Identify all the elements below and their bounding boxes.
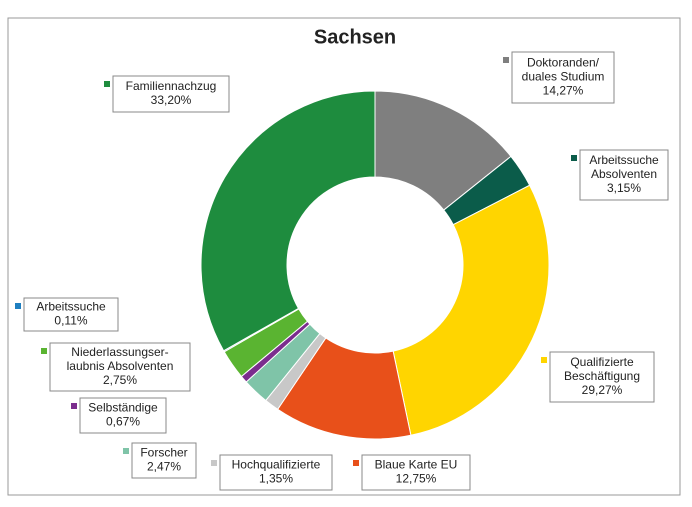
- chart-title: Sachsen: [314, 26, 396, 48]
- label-box: [49, 342, 191, 392]
- legend-marker: [571, 155, 577, 161]
- value-label: 0,11%: [54, 314, 87, 328]
- label-box: [361, 454, 471, 491]
- label-box: [131, 442, 197, 479]
- legend-marker: [71, 403, 77, 409]
- donut-segment: [392, 184, 550, 436]
- category-label: Forscher: [140, 446, 187, 460]
- category-label: Selbständige: [88, 401, 158, 415]
- legend-marker: [541, 357, 547, 363]
- category-label: Hochqualifizierte: [232, 458, 321, 472]
- legend-marker: [41, 348, 47, 354]
- label-box: [23, 297, 119, 332]
- category-label: Doktoranden/duales Studium: [522, 56, 605, 84]
- legend-marker: [104, 81, 110, 87]
- category-label: Arbeitssuche Absolventen: [589, 153, 659, 181]
- legend-marker: [123, 448, 129, 454]
- category-label: Arbeitssuche: [36, 300, 106, 314]
- label-box: [549, 351, 655, 403]
- value-label: 29,27%: [582, 383, 623, 397]
- label-box: [112, 75, 230, 113]
- value-label: 0,67%: [106, 415, 140, 429]
- value-label: 12,75%: [396, 472, 437, 486]
- label-box: [579, 149, 669, 201]
- value-label: 3,15%: [607, 181, 641, 195]
- category-label: Blaue Karte EU: [375, 458, 458, 472]
- value-label: 2,47%: [147, 460, 181, 474]
- legend-marker: [15, 303, 21, 309]
- legend-marker: [503, 57, 509, 63]
- label-box: [219, 454, 333, 491]
- value-label: 14,27%: [543, 84, 584, 98]
- label-box: [79, 397, 167, 434]
- value-label: 2,75%: [103, 373, 137, 387]
- category-label: Qualifizierte Beschäftigung: [564, 355, 640, 383]
- category-label: Familiennachzug: [126, 79, 217, 93]
- legend-marker: [211, 460, 217, 466]
- value-label: 33,20%: [151, 93, 192, 107]
- legend-marker: [353, 460, 359, 466]
- donut-segment: [200, 90, 376, 352]
- value-label: 1,35%: [259, 472, 293, 486]
- label-box: [511, 51, 615, 104]
- category-label: Niederlassungser-laubnis Absolventen: [67, 345, 174, 373]
